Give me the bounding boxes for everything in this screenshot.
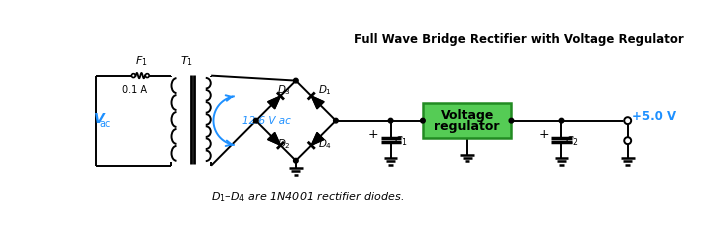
Text: +: + [368, 128, 378, 141]
Circle shape [333, 118, 338, 123]
Text: $F_1$: $F_1$ [135, 54, 148, 68]
Circle shape [253, 118, 258, 123]
Text: $D_3$: $D_3$ [276, 83, 291, 97]
Polygon shape [268, 96, 281, 109]
Text: 12.6 V ac: 12.6 V ac [242, 116, 291, 126]
Text: $T_1$: $T_1$ [180, 54, 194, 68]
Text: Voltage: Voltage [441, 109, 494, 122]
Bar [423, 103, 511, 138]
Circle shape [559, 118, 564, 123]
Text: $D_1$: $D_1$ [318, 83, 332, 97]
Text: $C_2$: $C_2$ [564, 135, 578, 148]
Circle shape [388, 118, 393, 123]
Polygon shape [311, 133, 324, 145]
Circle shape [624, 117, 631, 124]
Circle shape [145, 74, 149, 77]
Text: $D_1$–$D_4$ are 1N4001 rectifier diodes.: $D_1$–$D_4$ are 1N4001 rectifier diodes. [211, 190, 405, 204]
Text: $D_4$: $D_4$ [318, 138, 333, 151]
Circle shape [294, 78, 298, 83]
Text: ac: ac [99, 119, 111, 129]
Text: Full Wave Bridge Rectifier with Voltage Regulator: Full Wave Bridge Rectifier with Voltage … [354, 33, 684, 46]
Circle shape [509, 118, 514, 123]
Text: +: + [539, 128, 549, 141]
Circle shape [132, 74, 135, 77]
Circle shape [624, 117, 631, 124]
Polygon shape [311, 96, 324, 109]
Text: +5.0 V: +5.0 V [632, 110, 677, 123]
Text: $\mathregular{V}$: $\mathregular{V}$ [94, 112, 107, 126]
Text: regulator: regulator [434, 120, 500, 133]
Polygon shape [268, 133, 281, 145]
Circle shape [294, 158, 298, 163]
Text: $C_1$: $C_1$ [394, 135, 408, 148]
Circle shape [624, 137, 631, 144]
Text: $D_2$: $D_2$ [276, 138, 290, 151]
Text: 0.1 A: 0.1 A [122, 85, 148, 95]
Circle shape [420, 118, 426, 123]
